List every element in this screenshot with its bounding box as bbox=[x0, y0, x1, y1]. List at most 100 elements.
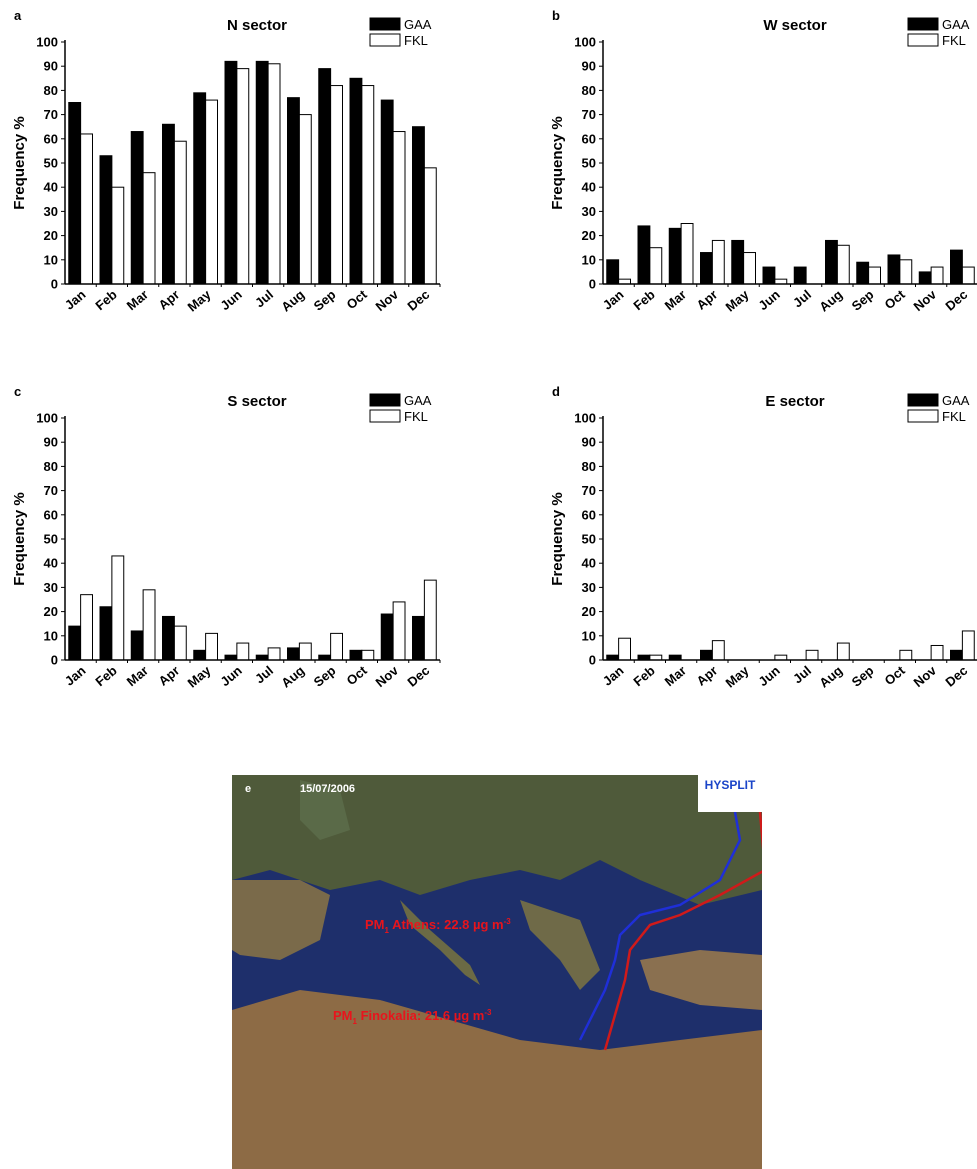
bar bbox=[288, 98, 300, 284]
bar bbox=[732, 240, 744, 284]
x-tick-label: Jan bbox=[62, 287, 89, 313]
x-tick-label: Jan bbox=[600, 287, 627, 313]
bar bbox=[869, 267, 881, 284]
x-tick-label: Mar bbox=[662, 663, 689, 689]
annotation-part: Athens: 22.8 µg m bbox=[389, 917, 504, 932]
x-tick-label: Feb bbox=[92, 287, 119, 313]
x-tick-label: Nov bbox=[373, 286, 402, 314]
bar bbox=[712, 240, 724, 284]
chart-title: N sector bbox=[227, 17, 287, 34]
bar bbox=[225, 61, 237, 284]
x-tick-label: Oct bbox=[882, 662, 909, 688]
x-tick-label: Jul bbox=[790, 663, 814, 687]
bar bbox=[350, 78, 362, 284]
bar bbox=[143, 590, 155, 660]
bar bbox=[763, 267, 775, 284]
bar bbox=[206, 633, 218, 660]
bar bbox=[424, 168, 436, 284]
legend-label: GAA bbox=[404, 17, 432, 32]
panel-label: b bbox=[552, 8, 560, 23]
y-tick-label: 80 bbox=[44, 459, 58, 474]
bar bbox=[900, 650, 912, 660]
x-tick-label: May bbox=[723, 286, 753, 314]
y-tick-label: 50 bbox=[44, 156, 58, 171]
y-tick-label: 10 bbox=[44, 628, 58, 643]
bar bbox=[319, 69, 331, 284]
y-axis-label: Frequency % bbox=[549, 116, 566, 209]
bar bbox=[837, 245, 849, 284]
y-tick-label: 60 bbox=[582, 507, 596, 522]
x-tick-label: Sep bbox=[849, 663, 877, 690]
bar bbox=[143, 173, 155, 284]
panel-label: a bbox=[14, 8, 22, 23]
legend-swatch bbox=[370, 34, 400, 46]
bar bbox=[174, 141, 186, 284]
map-date: 15/07/2006 bbox=[300, 783, 355, 795]
bar bbox=[951, 650, 963, 660]
bar bbox=[362, 650, 374, 660]
y-tick-label: 100 bbox=[36, 35, 58, 50]
bar bbox=[163, 124, 175, 284]
legend-swatch bbox=[908, 18, 938, 30]
y-tick-label: 60 bbox=[44, 507, 58, 522]
x-tick-label: Apr bbox=[694, 663, 721, 689]
x-tick-label: Jun bbox=[755, 287, 782, 313]
x-tick-label: Sep bbox=[849, 287, 877, 314]
panel-label: c bbox=[14, 384, 21, 399]
bar bbox=[194, 93, 206, 284]
x-tick-label: Aug bbox=[278, 663, 307, 691]
annotation-part: PM bbox=[365, 917, 385, 932]
bar bbox=[331, 86, 343, 284]
chart-title: W sector bbox=[763, 17, 827, 34]
x-tick-label: Mar bbox=[124, 663, 151, 689]
x-tick-label: Apr bbox=[156, 287, 183, 313]
bar bbox=[331, 633, 343, 660]
x-tick-label: Dec bbox=[942, 663, 970, 690]
bar bbox=[701, 650, 713, 660]
bar bbox=[69, 626, 81, 660]
x-tick-label: Dec bbox=[404, 663, 432, 690]
legend-swatch bbox=[908, 410, 938, 422]
bar bbox=[131, 132, 143, 284]
x-tick-label: Sep bbox=[311, 287, 339, 314]
bar bbox=[112, 556, 124, 660]
page: aN sectorFrequency %01020304050607080901… bbox=[0, 0, 977, 1169]
bar bbox=[962, 267, 974, 284]
bar bbox=[607, 260, 619, 284]
y-tick-label: 10 bbox=[582, 628, 596, 643]
y-tick-label: 60 bbox=[44, 131, 58, 146]
x-tick-label: Jul bbox=[790, 287, 814, 311]
y-tick-label: 90 bbox=[44, 435, 58, 450]
legend-label: GAA bbox=[404, 393, 432, 408]
map-logo: HYSPLIT bbox=[705, 778, 756, 792]
x-tick-label: Apr bbox=[694, 287, 721, 313]
bar bbox=[931, 645, 943, 660]
bar bbox=[194, 650, 206, 660]
bar bbox=[381, 614, 393, 660]
bar bbox=[701, 253, 713, 284]
y-axis-label: Frequency % bbox=[11, 116, 28, 209]
x-tick-label: Feb bbox=[630, 663, 657, 689]
legend-label: FKL bbox=[404, 409, 428, 424]
bar bbox=[919, 272, 931, 284]
x-tick-label: Apr bbox=[156, 663, 183, 689]
legend-swatch bbox=[908, 394, 938, 406]
annotation-part: -3 bbox=[504, 917, 512, 926]
map-label: e bbox=[245, 783, 251, 795]
legend-label: FKL bbox=[942, 33, 966, 48]
bar bbox=[681, 224, 693, 285]
x-tick-label: May bbox=[185, 662, 215, 690]
x-tick-label: Oct bbox=[344, 286, 371, 312]
bar bbox=[100, 607, 112, 660]
y-axis-label: Frequency % bbox=[11, 492, 28, 585]
bar bbox=[362, 86, 374, 284]
x-tick-label: Oct bbox=[344, 662, 371, 688]
chart-title: S sector bbox=[227, 393, 286, 410]
bar bbox=[112, 187, 124, 284]
bar bbox=[650, 248, 662, 284]
bar bbox=[413, 127, 425, 284]
bar bbox=[131, 631, 143, 660]
chart-title: E sector bbox=[765, 393, 824, 410]
bar bbox=[669, 228, 681, 284]
bar bbox=[381, 100, 393, 284]
